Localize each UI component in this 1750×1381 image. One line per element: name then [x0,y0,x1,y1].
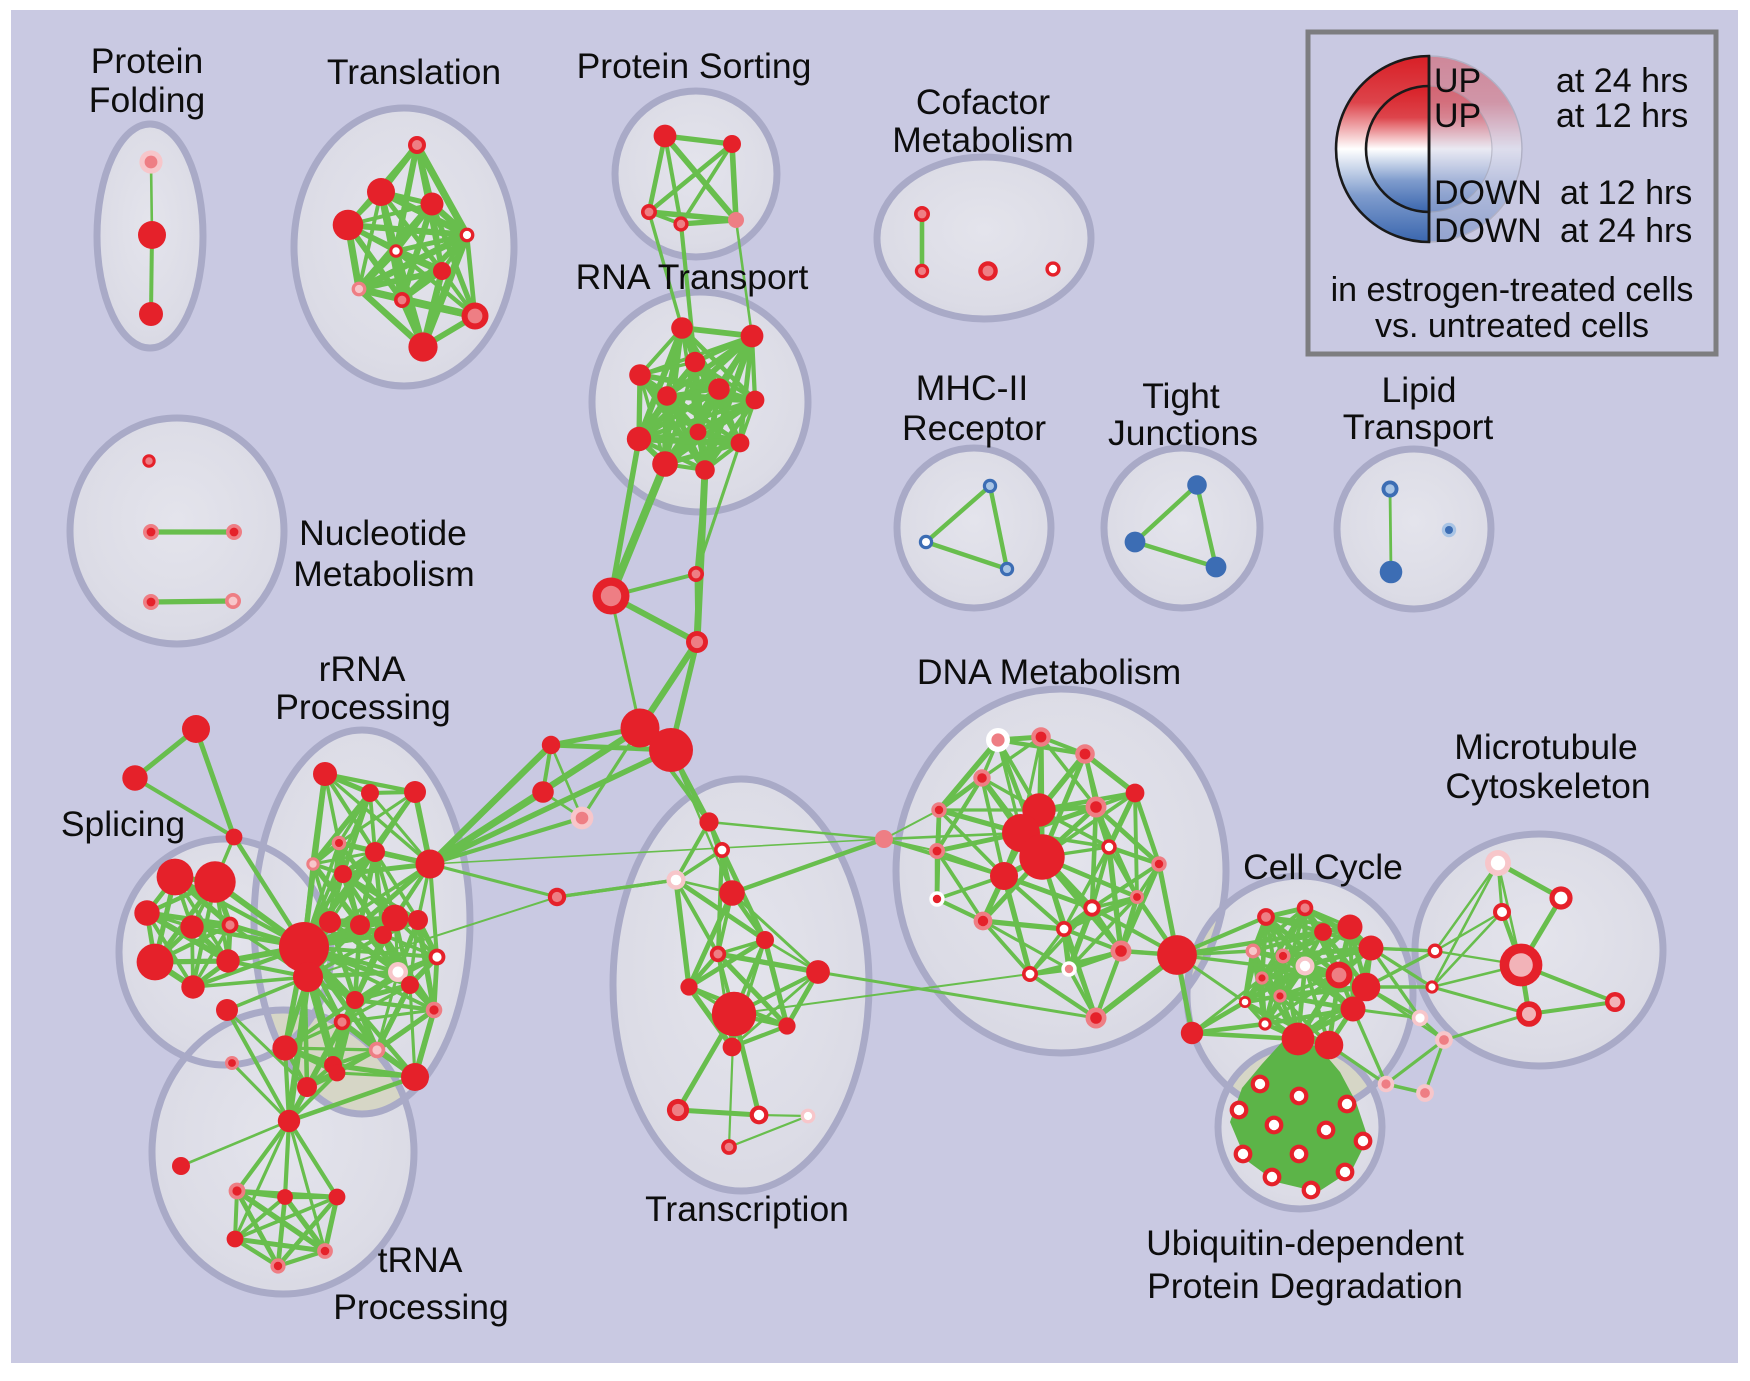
svg-text:RNA Transport: RNA Transport [576,257,809,297]
svg-text:rRNA: rRNA [319,649,406,689]
svg-text:DOWN: DOWN [1434,212,1542,250]
svg-text:Metabolism: Metabolism [293,554,475,594]
svg-text:at 12 hrs: at 12 hrs [1556,97,1688,135]
svg-text:DOWN: DOWN [1434,174,1542,212]
svg-text:UP: UP [1434,62,1481,100]
svg-text:Splicing: Splicing [61,804,185,844]
svg-text:at 12 hrs: at 12 hrs [1560,174,1692,212]
svg-text:DNA Metabolism: DNA Metabolism [917,652,1181,692]
svg-text:Tight: Tight [1142,376,1220,416]
svg-text:Processing: Processing [333,1287,509,1327]
svg-text:vs. untreated cells: vs. untreated cells [1375,307,1649,345]
svg-text:Transport: Transport [1343,407,1494,447]
svg-text:Cofactor: Cofactor [916,82,1050,122]
svg-text:at 24 hrs: at 24 hrs [1556,62,1688,100]
svg-text:Lipid: Lipid [1381,370,1456,410]
svg-text:Cytoskeleton: Cytoskeleton [1445,766,1650,806]
svg-text:at 24 hrs: at 24 hrs [1560,212,1692,250]
svg-text:Translation: Translation [327,52,501,92]
svg-text:Transcription: Transcription [645,1189,849,1229]
svg-text:Metabolism: Metabolism [892,120,1074,160]
svg-text:in estrogen-treated cells: in estrogen-treated cells [1331,271,1694,309]
svg-text:Nucleotide: Nucleotide [299,513,467,553]
svg-text:Protein: Protein [91,41,203,81]
svg-text:Processing: Processing [275,687,451,727]
svg-text:Protein Sorting: Protein Sorting [577,46,812,86]
svg-text:Ubiquitin-dependent: Ubiquitin-dependent [1146,1223,1464,1263]
svg-text:Protein Degradation: Protein Degradation [1147,1266,1463,1306]
svg-text:MHC-II: MHC-II [916,368,1028,408]
svg-text:Receptor: Receptor [902,408,1046,448]
svg-text:UP: UP [1434,97,1481,135]
svg-text:Cell Cycle: Cell Cycle [1243,847,1403,887]
svg-text:Microtubule: Microtubule [1454,727,1638,767]
svg-text:tRNA: tRNA [378,1240,463,1280]
svg-text:Junctions: Junctions [1108,413,1258,453]
svg-text:Folding: Folding [89,80,205,120]
